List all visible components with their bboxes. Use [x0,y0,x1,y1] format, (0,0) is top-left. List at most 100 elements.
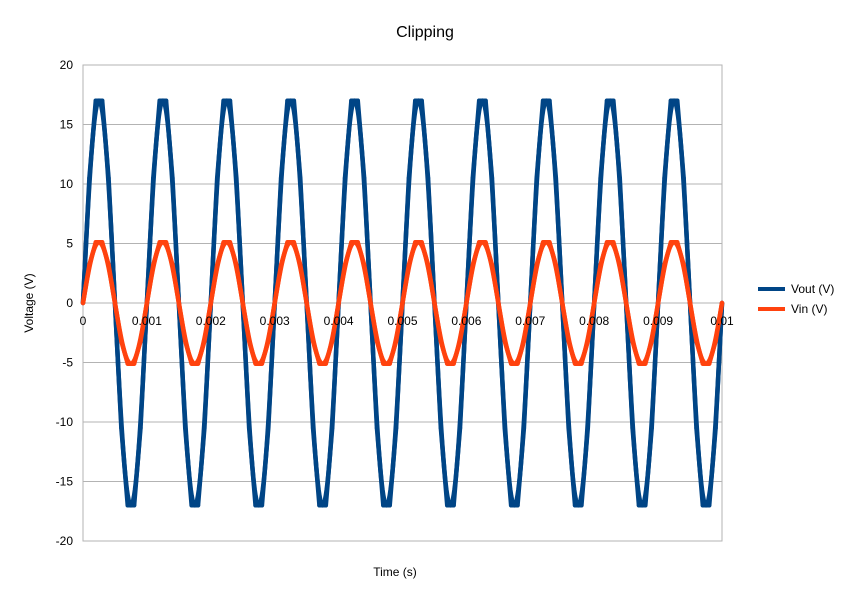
data-point [259,361,265,366]
data-point [719,300,725,306]
x-tick-label: 0 [80,314,87,328]
data-point [349,240,354,245]
data-point [336,300,341,306]
data-point [234,175,239,181]
data-point [349,98,354,103]
data-point [566,425,571,431]
data-point [547,98,552,103]
data-point [195,361,201,366]
data-point [560,300,565,306]
data-point [464,300,469,306]
data-point [643,503,648,508]
x-axis-label: Time (s) [373,565,417,579]
data-point [432,300,437,306]
data-point [170,175,175,181]
data-point [285,240,290,245]
data-point [246,425,252,431]
data-point [202,425,207,431]
data-point [374,338,380,344]
data-point [298,175,303,181]
data-point [381,503,386,508]
y-axis-label: Voltage (V) [22,273,36,332]
data-point [579,503,584,508]
data-point [438,425,444,431]
data-point [195,503,201,508]
data-point [157,98,162,103]
series-1 [80,240,725,366]
data-point [636,361,642,366]
data-point [112,300,118,306]
y-tick-label: -20 [56,534,74,548]
data-point [419,240,424,245]
data-point [355,98,360,103]
data-point [234,262,239,268]
data-point [183,425,188,431]
data-point [355,240,360,245]
y-tick-label: -5 [62,356,73,370]
data-point [253,503,258,508]
data-point [534,262,539,268]
data-point [700,361,706,366]
data-point [662,175,667,181]
data-point [259,503,265,508]
data-point [87,175,92,181]
data-point [521,425,527,431]
x-tick-label: 0.009 [643,314,673,328]
data-point [630,338,635,344]
data-point [566,338,571,344]
data-point [675,240,680,245]
series-layer [80,98,725,508]
data-point [393,425,399,431]
data-point [291,240,297,245]
data-point [330,425,335,431]
data-point [572,503,578,508]
data-point [598,175,603,181]
data-point [138,425,143,431]
data-point [106,262,111,268]
data-point [125,503,130,508]
legend-label-vout: Vout (V) [791,282,834,296]
x-axis-ticks: 0 0.001 0.002 0.003 0.004 0.005 0.006 0.007 0.00… [80,314,734,328]
x-tick-label: 0.001 [132,314,162,328]
x-tick-label: 0.01 [710,314,734,328]
data-point [445,503,450,508]
data-point [227,98,233,103]
data-point [521,338,527,344]
y-tick-label: 5 [66,237,73,251]
x-tick-label: 0.007 [515,314,545,328]
data-point [342,175,348,181]
data-point [457,338,463,344]
data-point [374,425,380,431]
data-point [604,98,610,103]
data-point [694,425,699,431]
data-point [93,240,98,245]
data-point [534,175,539,181]
data-point [221,240,226,245]
data-point [649,425,654,431]
data-point [425,175,431,181]
data-point [451,361,456,366]
data-point [707,503,712,508]
data-point [668,240,674,245]
data-point [214,262,220,268]
data-point [310,338,316,344]
x-tick-label: 0.002 [196,314,226,328]
y-tick-label: -10 [56,415,74,429]
data-point [649,338,654,344]
data-point [592,300,597,306]
data-point [163,98,169,103]
data-point [221,98,226,103]
data-point [496,300,501,306]
data-point [246,338,252,344]
data-point [694,338,699,344]
data-point [572,361,578,366]
data-point [611,240,616,245]
x-tick-label: 0.003 [260,314,290,328]
data-point [151,175,156,181]
data-point [413,240,418,245]
data-point [617,175,622,181]
data-point [681,175,686,181]
data-point [80,300,86,306]
